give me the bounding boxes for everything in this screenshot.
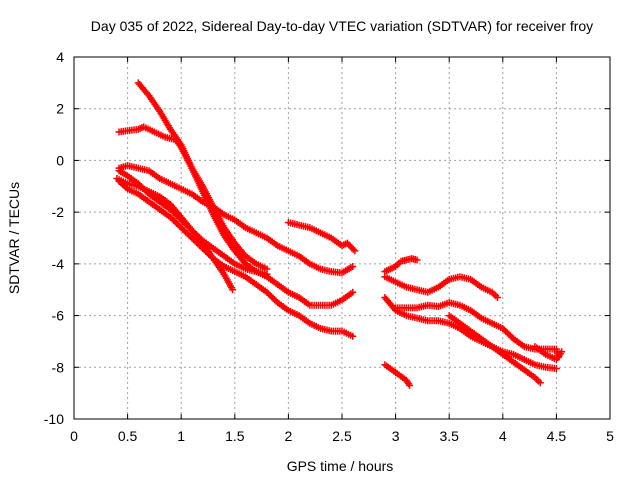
data-point xyxy=(349,262,357,270)
data-point xyxy=(558,348,566,356)
y-tick-label: -8 xyxy=(52,359,65,375)
y-tick-label: 4 xyxy=(56,49,64,65)
data-point xyxy=(552,365,560,373)
x-tick-label: 2 xyxy=(285,428,293,444)
data-point xyxy=(263,265,271,273)
series-track-h xyxy=(381,255,421,276)
data-point xyxy=(351,247,359,255)
x-tick-label: 1.5 xyxy=(225,428,245,444)
tick-labels: 0 0.5 1 1.5 2 2.5 3 3.5 4 4.5 5 4 2 0 -2 -4 -6 -8 -10 xyxy=(44,49,614,444)
data-point xyxy=(406,381,414,389)
x-tick-label: 4 xyxy=(499,428,507,444)
y-tick-label: 0 xyxy=(56,152,64,168)
x-tick-label: 0.5 xyxy=(118,428,138,444)
chart-title: Day 035 of 2022, Sidereal Day-to-day VTE… xyxy=(91,18,593,34)
data-point xyxy=(229,286,237,294)
series-track-l xyxy=(445,312,544,387)
data-point xyxy=(493,293,501,301)
x-axis-label: GPS time / hours xyxy=(287,458,394,474)
x-tick-label: 2.5 xyxy=(332,428,352,444)
series-track-f xyxy=(113,175,237,294)
x-tick-label: 1 xyxy=(177,428,185,444)
data-points xyxy=(113,79,566,389)
series-track-m xyxy=(531,343,566,364)
series-track-n xyxy=(381,361,414,389)
y-tick-label: 2 xyxy=(56,101,64,117)
grid-lines xyxy=(74,57,610,419)
y-tick-label: -4 xyxy=(52,256,65,272)
data-point xyxy=(536,379,544,387)
series-track-c xyxy=(115,162,357,277)
x-tick-label: 0 xyxy=(70,428,78,444)
x-tick-label: 4.5 xyxy=(547,428,567,444)
y-tick-label: -2 xyxy=(52,204,65,220)
y-tick-label: -10 xyxy=(44,411,64,427)
x-tick-label: 3.5 xyxy=(439,428,459,444)
x-tick-label: 5 xyxy=(606,428,614,444)
x-tick-label: 3 xyxy=(392,428,400,444)
series-track-e xyxy=(115,177,357,340)
series-track-g xyxy=(284,218,359,255)
data-point xyxy=(349,245,357,253)
series-track-i xyxy=(381,273,501,301)
y-tick-label: -6 xyxy=(52,308,65,324)
y-axis-label: SDTVAR / TECUs xyxy=(6,182,22,294)
series-track-d xyxy=(115,167,357,309)
data-point xyxy=(349,288,357,296)
series-track-k xyxy=(392,299,563,361)
data-point xyxy=(349,332,357,340)
data-point xyxy=(413,256,421,264)
